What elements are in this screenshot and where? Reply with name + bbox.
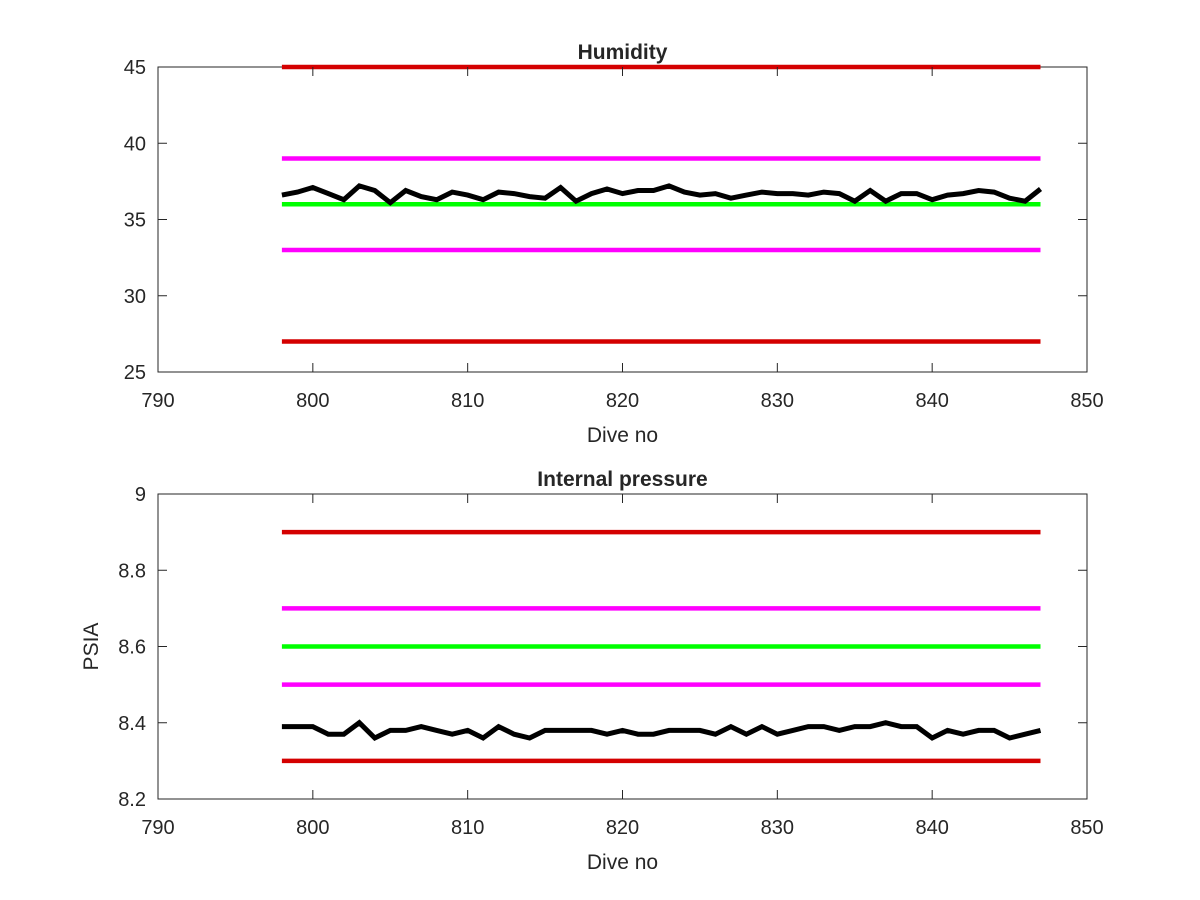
x-tick-label: 810 (451, 390, 484, 412)
y-tick-label: 45 (124, 57, 146, 79)
x-tick-label: 800 (296, 817, 329, 839)
x-tick-label: 820 (606, 817, 639, 839)
y-tick-label: 25 (124, 362, 146, 384)
x-tick-label: 840 (915, 390, 948, 412)
x-axis-label: Dive no (587, 851, 658, 874)
x-tick-label: 850 (1070, 390, 1103, 412)
chart-title: Internal pressure (537, 468, 707, 491)
data-series-line (281, 719, 1042, 742)
y-tick-label: 35 (124, 210, 146, 232)
x-axis-label: Dive no (587, 424, 658, 447)
y-tick-label: 30 (124, 286, 146, 308)
y-tick-label: 8.6 (118, 637, 146, 659)
y-tick-label: 8.4 (118, 713, 146, 735)
x-tick-label: 850 (1070, 817, 1103, 839)
y-tick-label: 8.8 (118, 560, 146, 582)
x-tick-label: 790 (141, 390, 174, 412)
y-tick-label: 40 (124, 133, 146, 155)
x-tick-label: 840 (915, 817, 948, 839)
x-tick-label: 830 (761, 390, 794, 412)
x-tick-label: 830 (761, 817, 794, 839)
x-tick-label: 820 (606, 390, 639, 412)
y-tick-label: 8.2 (118, 789, 146, 811)
x-tick-label: 810 (451, 817, 484, 839)
chart-title: Humidity (578, 41, 668, 64)
plot-area (157, 66, 1088, 373)
charts: 790 800 810 820 830 840 850 25 30 35 40 45 Humidity D… (80, 41, 1104, 874)
x-tick-label: 800 (296, 390, 329, 412)
y-axis-label: PSIA (80, 623, 103, 671)
chart-2: 790 800 810 820 830 840 850 8.2 8.4 8.6 8.8 9 Intern… (80, 468, 1104, 874)
x-tick-label: 790 (141, 817, 174, 839)
y-tick-label: 9 (135, 484, 146, 506)
chart-1: 790 800 810 820 830 840 850 25 30 35 40 45 Humidity D… (124, 41, 1104, 447)
data-series-line (281, 183, 1043, 206)
